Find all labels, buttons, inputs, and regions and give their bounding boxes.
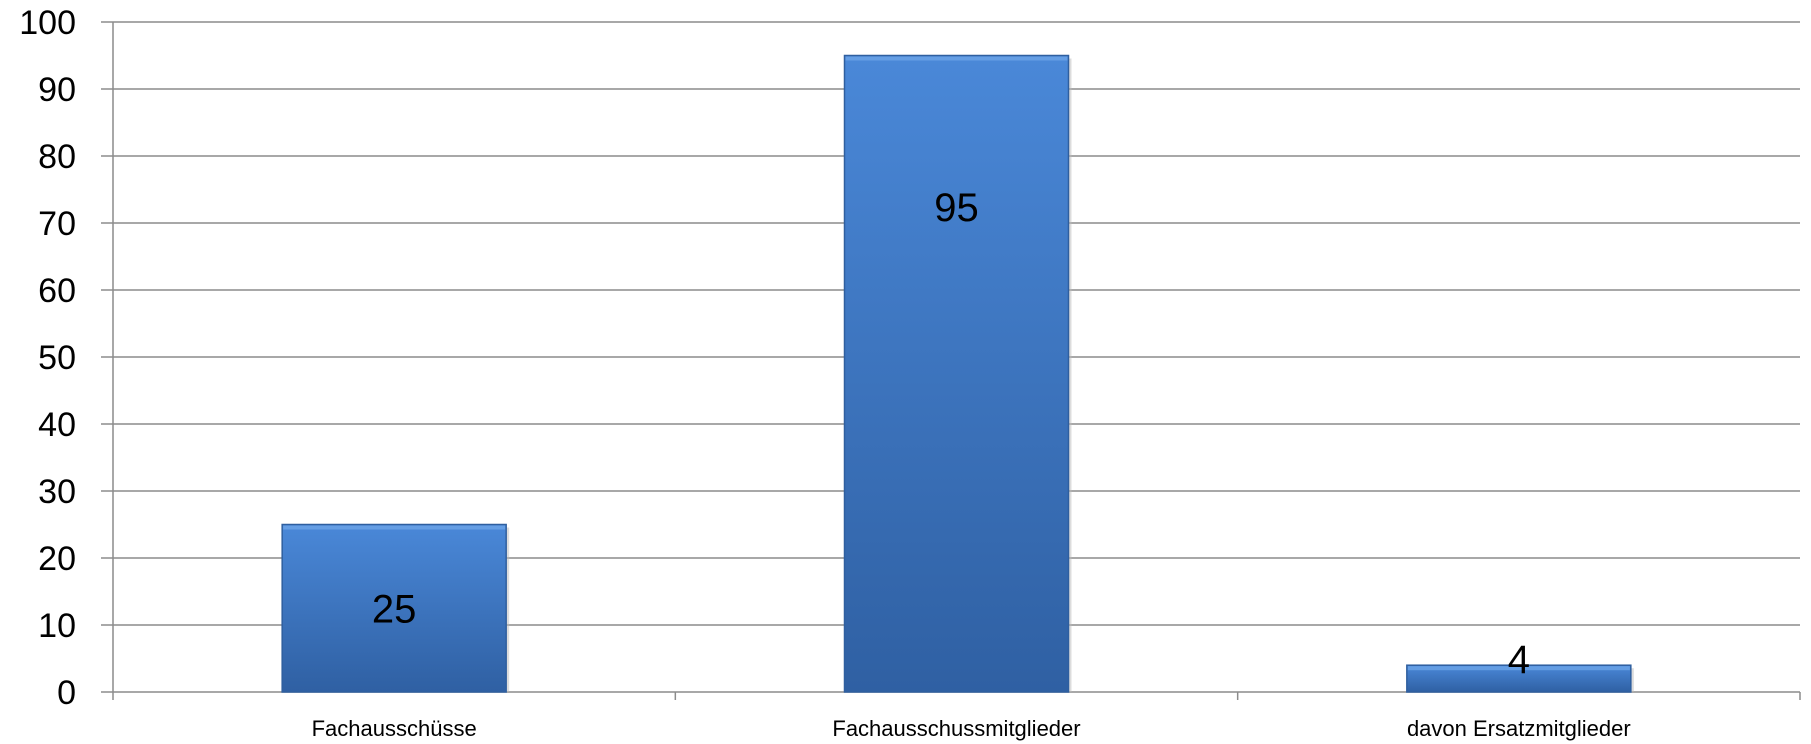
data-labels: 25 95 4 — [372, 186, 1530, 682]
y-tick-label: 20 — [38, 540, 76, 578]
y-tick-label: 60 — [38, 272, 76, 310]
data-label: 4 — [1508, 638, 1530, 682]
y-tick-label: 0 — [57, 674, 76, 712]
y-tick-label: 70 — [38, 205, 76, 243]
bar — [281, 523, 507, 693]
y-tick-label: 50 — [38, 339, 76, 377]
x-tick-label: Fachausschussmitglieder — [832, 716, 1080, 741]
bar-highlight — [283, 525, 506, 530]
bar — [843, 54, 1070, 693]
y-tick-label: 80 — [38, 138, 76, 176]
bar-highlight — [1407, 666, 1630, 671]
x-axis: Fachausschüsse Fachausschussmitglieder dav… — [112, 691, 1801, 741]
y-tick-label: 10 — [38, 607, 76, 645]
x-tick-label: davon Ersatzmitglieder — [1407, 716, 1631, 741]
bars — [281, 54, 1634, 693]
x-tick-label: Fachausschüsse — [312, 716, 477, 741]
y-tick-label: 90 — [38, 71, 76, 109]
y-tick-label: 30 — [38, 473, 76, 511]
y-tick-label: 100 — [19, 4, 76, 42]
y-axis: 0 10 20 30 40 50 60 70 80 90 100 — [19, 4, 114, 712]
bar-highlight — [845, 56, 1068, 61]
y-tick-label: 40 — [38, 406, 76, 444]
data-label: 95 — [934, 186, 979, 230]
data-label: 25 — [372, 587, 417, 631]
